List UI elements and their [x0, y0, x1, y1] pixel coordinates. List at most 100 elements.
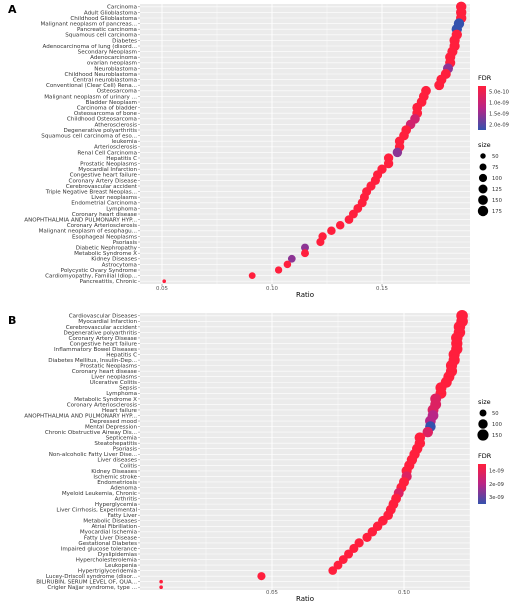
category-label: ANOPHTHALMIA AND PULMONARY HYP...	[24, 413, 137, 419]
category-label: Impaired glucose tolerance	[61, 546, 138, 552]
category-label: Childhood Neuroblastoma	[64, 72, 137, 78]
data-point	[328, 566, 338, 575]
data-point	[335, 220, 345, 230]
data-point	[159, 579, 163, 584]
category-label: Dyslipidemias	[98, 552, 137, 558]
size-legend-label: 50	[492, 411, 499, 417]
category-label: Arteriosclerosis	[94, 145, 137, 151]
size-legend-label: 50	[492, 154, 499, 160]
size-legend-key	[479, 409, 487, 417]
data-point	[162, 279, 166, 284]
data-point	[344, 549, 354, 559]
category-label: Endometriosis	[97, 480, 137, 486]
data-point	[362, 532, 372, 542]
category-label: Diabetic Nephropathy	[76, 246, 138, 252]
data-point	[257, 572, 266, 581]
category-label: Cerebrovascular accident	[66, 325, 138, 331]
category-label: Myocardial Infarction	[78, 319, 137, 325]
category-label: Diabetes	[112, 38, 137, 44]
data-point	[248, 272, 256, 279]
fdr-colorbar	[478, 86, 486, 130]
category-label: Polycystic Ovary Syndrome	[61, 268, 138, 274]
category-label: Congestive heart failure	[70, 341, 138, 347]
fdr-legend-label: 2.0e-09	[489, 122, 509, 128]
size-legend-key	[478, 173, 488, 183]
category-label: Myocardial Infarction	[78, 167, 137, 173]
category-label: Fatty Liver	[108, 513, 138, 519]
category-label: Coronary Artery Disease	[69, 336, 138, 342]
x-axis-title: Ratio	[296, 595, 314, 603]
data-point	[333, 560, 343, 570]
category-label: Osteosarcoma of bone	[74, 111, 138, 117]
category-label: Arthritis	[115, 496, 137, 502]
fdr-legend-label: 1.5e-09	[489, 111, 509, 117]
category-label: Degenerative polyarthritis	[63, 330, 137, 336]
category-label: Sepsis	[119, 386, 137, 392]
plot-background	[140, 4, 470, 284]
category-label: Depressed mood	[90, 419, 138, 425]
category-label: Liver neoplasms	[91, 195, 137, 201]
size-legend-key	[478, 195, 488, 205]
data-point	[283, 260, 292, 269]
size-legend-label: 150	[492, 433, 502, 439]
category-label: Neuroblastoma	[94, 66, 137, 72]
size-legend-label: 100	[492, 176, 502, 182]
category-label: Septicemia	[106, 436, 137, 442]
category-label: Myeloid Leukemia, Chronic	[62, 491, 137, 497]
data-point	[338, 555, 348, 564]
fdr-legend-label: 2e-09	[489, 482, 504, 488]
category-label: Metabolic Diseases	[83, 519, 137, 525]
data-point	[392, 147, 403, 158]
data-point	[301, 243, 309, 252]
category-label: Kidney Diseases	[91, 257, 137, 263]
data-point	[274, 266, 283, 274]
category-label: ANOPHTHALMIA AND PULMONARY HYP...	[24, 218, 137, 224]
category-label: Coronary Artery Disease	[69, 178, 138, 184]
category-label: Endometrial Carcinoma	[71, 201, 137, 207]
size-legend-key	[477, 429, 489, 441]
fdr-legend-label: 1e-09	[489, 468, 504, 474]
size-legend-key	[478, 419, 488, 429]
category-label: Cardiovascular Diseases	[69, 314, 137, 320]
category-label: Hypertriglyceridemia	[78, 569, 137, 575]
fdr-legend-title: FDR	[478, 74, 492, 82]
category-label: Astrocytoma	[102, 262, 137, 268]
category-label: Degenerative polyarthritis	[63, 128, 137, 134]
category-label: Prostatic Neoplasms	[80, 162, 137, 168]
size-legend-label: 175	[492, 209, 502, 215]
panel-label: B	[8, 314, 16, 327]
category-label: Atherosclerosis	[95, 122, 138, 128]
data-point	[159, 585, 163, 590]
category-label: Myocardial Ischemia	[80, 530, 137, 536]
category-label: Osteosarcoma	[97, 89, 137, 95]
category-label: Kidney Diseases	[91, 469, 137, 475]
category-label: Bladder Neoplasm	[86, 100, 137, 106]
category-label: Carcinoma of bladder	[77, 106, 138, 112]
data-point	[422, 426, 434, 438]
category-label: Non-alcoholic Fatty Liver Dise...	[49, 452, 137, 458]
category-label: Metabolic Syndrome X	[74, 397, 137, 403]
category-label: Squamous cell carcinoma	[65, 33, 137, 39]
size-legend-label: 125	[492, 187, 502, 193]
category-label: Conventional (Clear Cell) Rena...	[46, 83, 137, 89]
panel-label: A	[8, 3, 17, 16]
category-label: Colitis	[120, 463, 137, 469]
category-label: Fatty Liver Disease	[84, 535, 138, 541]
category-label: Lymphoma	[106, 206, 137, 212]
x-tick-label: 0.15	[376, 286, 388, 292]
size-legend-key	[478, 184, 488, 194]
fdr-legend-title: FDR	[478, 452, 492, 460]
category-label: Ulcerative Colitis	[90, 380, 137, 386]
category-label: BILIRUBIN, SERUM LEVEL OF, QUA...	[36, 580, 137, 586]
category-label: Gestational Diabetes	[78, 541, 137, 547]
category-label: Lymphoma	[106, 391, 137, 397]
fdr-legend: FDR 5.0e-10 1.0e-09 1.5e-09 2.0e-09	[478, 74, 509, 130]
category-label: Secondary Neoplasm	[78, 50, 137, 56]
data-point	[301, 249, 309, 258]
category-label: Coronary Arteriosclerosis	[67, 223, 137, 229]
